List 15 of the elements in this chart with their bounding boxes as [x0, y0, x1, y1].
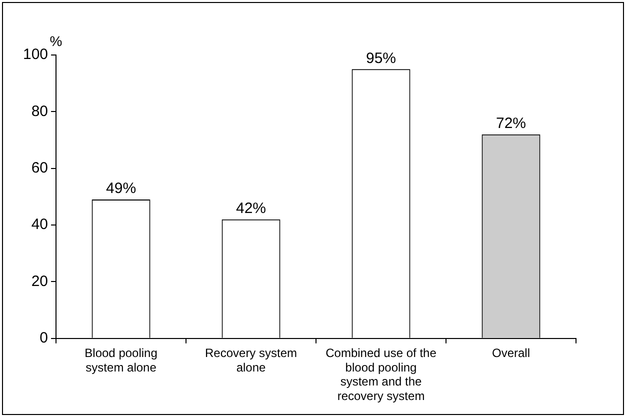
y-axis-title: % [50, 32, 62, 49]
data-label: 42% [236, 200, 266, 218]
data-label: 95% [366, 50, 396, 67]
y-tick-label: 40 [31, 216, 48, 234]
y-tick-label: 100 [22, 46, 48, 64]
y-tick-label: 20 [31, 272, 48, 290]
x-tick-label: Blood pooling system alone [84, 346, 158, 374]
x-tick-label: Recovery system alone [205, 346, 298, 374]
x-tick-label: Combined use of the blood pooling system and the recovery system [326, 346, 437, 404]
data-label: 49% [106, 180, 136, 198]
x-tick-label: Overall [492, 346, 530, 360]
y-tick-label: 60 [31, 160, 48, 176]
y-tick-label: 80 [31, 102, 48, 120]
y-tick-label: 0 [40, 330, 48, 347]
data-label: 72% [496, 114, 526, 132]
